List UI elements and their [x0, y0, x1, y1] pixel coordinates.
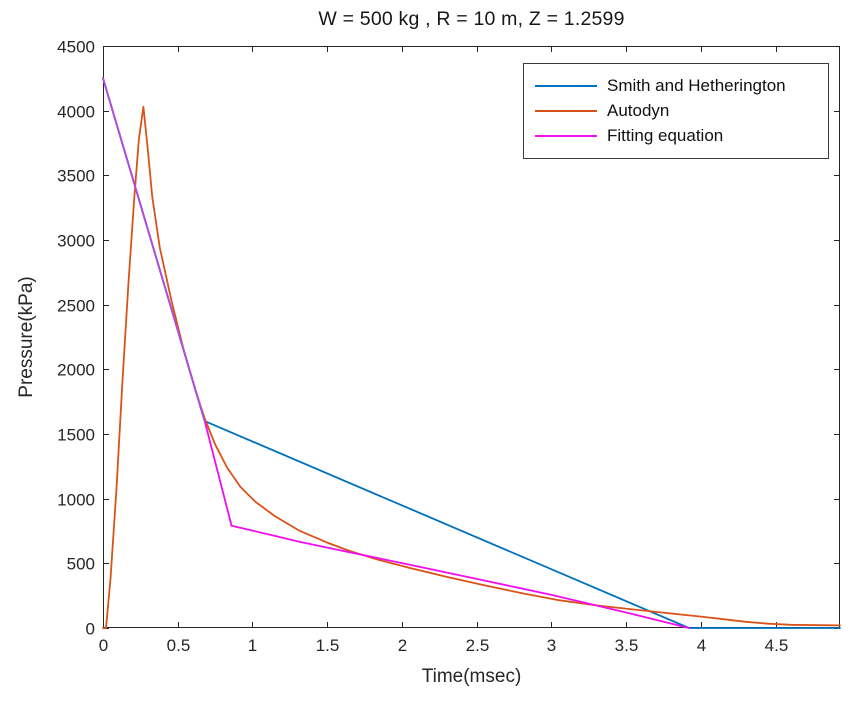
legend-row: Autodyn: [535, 99, 824, 123]
y-tick-label: 4500: [57, 38, 95, 57]
x-tick-label: 2: [398, 636, 407, 655]
x-tick-label: 4: [697, 636, 706, 655]
y-tick-label: 2500: [57, 297, 95, 316]
chart-title: W = 500 kg , R = 10 m, Z = 1.2599: [318, 8, 625, 30]
legend-label: Fitting equation: [607, 126, 724, 145]
series-line-autodyn: [102, 105, 841, 629]
y-tick-label: 2000: [57, 361, 95, 380]
y-tick-label: 4000: [57, 103, 95, 122]
y-tick-label: 500: [67, 555, 95, 574]
y-tick-label: 3500: [57, 167, 95, 186]
legend-line-sample: [535, 135, 597, 137]
legend-label: Smith and Hetherington: [607, 76, 786, 95]
x-tick-label: 1: [248, 636, 257, 655]
y-axis-label: Pressure(kPa): [16, 276, 37, 398]
legend-line-sample: [535, 85, 597, 87]
x-tick-label: 3: [547, 636, 556, 655]
y-tick-label: 1000: [57, 491, 95, 510]
y-tick-label: 0: [86, 620, 95, 639]
legend-label: Autodyn: [607, 101, 670, 120]
x-tick-label: 0.5: [167, 636, 191, 655]
legend-row: Fitting equation: [535, 124, 824, 148]
series-overlap-segment: [102, 77, 206, 423]
series-line-fitting-equation: [102, 77, 690, 629]
legend: Smith and Hetherington Autodyn Fitting equ…: [523, 63, 829, 159]
x-tick-label: 2.5: [466, 636, 490, 655]
x-tick-label: 3.5: [615, 636, 639, 655]
series-line-smith-and-hetherington: [102, 77, 841, 629]
x-axis-label: Time(msec): [421, 666, 522, 687]
x-tick-label: 4.5: [765, 636, 789, 655]
legend-line-sample: [535, 110, 597, 112]
axes-box: [103, 46, 840, 628]
x-tick-label: 0: [99, 636, 108, 655]
y-tick-label: 1500: [57, 426, 95, 445]
x-tick-label: 1.5: [316, 636, 340, 655]
legend-row: Smith and Hetherington: [535, 74, 824, 98]
y-tick-label: 3000: [57, 232, 95, 251]
